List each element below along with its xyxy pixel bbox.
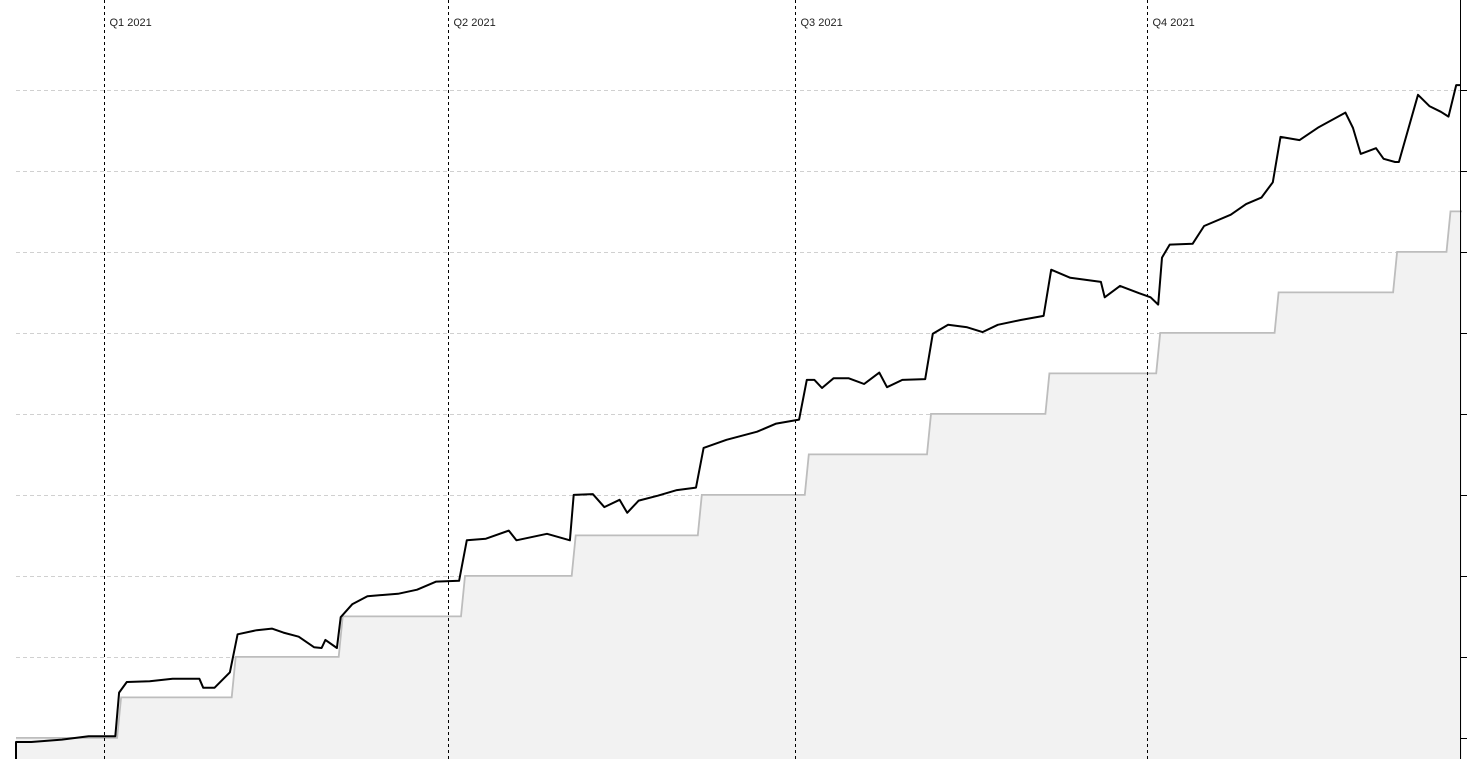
quarter-label: Q3 2021 bbox=[801, 17, 843, 29]
main-series-line bbox=[15, 84, 1460, 759]
quarter-label: Q4 2021 bbox=[1153, 17, 1195, 29]
quarter-label: Q1 2021 bbox=[110, 17, 152, 29]
y-axis bbox=[1460, 0, 1467, 759]
quarter-label: Q2 2021 bbox=[454, 17, 496, 29]
quarter-markers: Q1 2021 Q2 2021 Q3 2021 Q4 2021 bbox=[104, 0, 1195, 759]
baseline-step-line bbox=[16, 210, 1462, 739]
series-lines bbox=[15, 84, 1460, 759]
baseline-area bbox=[16, 210, 1462, 759]
baseline-fill bbox=[16, 211, 1462, 759]
